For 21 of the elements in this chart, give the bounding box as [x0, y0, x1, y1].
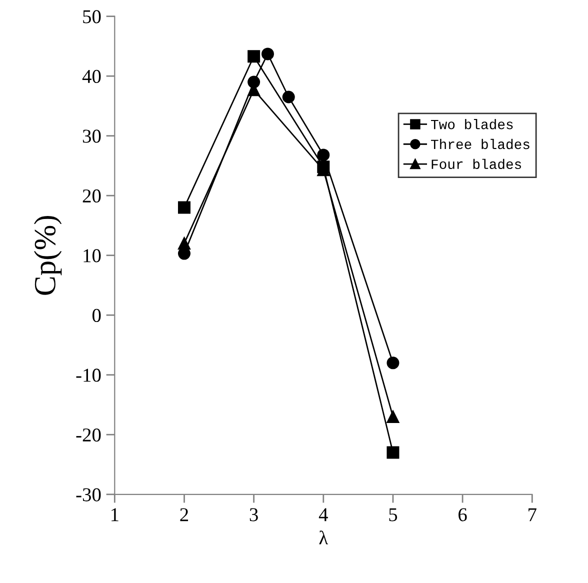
x-tick-label: 3: [250, 508, 258, 522]
y-tick-label: 30: [82, 130, 101, 143]
y-tick-label: 40: [82, 70, 101, 84]
y-tick-label: -30: [76, 488, 101, 502]
y-tick-label: 0: [92, 308, 101, 322]
y-tick-label: 10: [84, 249, 101, 262]
legend-label: Two blades: [431, 119, 513, 130]
x-tick-label: 7: [528, 508, 536, 522]
y-tick-label: 50: [83, 10, 101, 24]
x-tick-label: 5: [389, 508, 398, 522]
y-tick-label: -20: [76, 428, 101, 442]
x-axis-title: λ: [319, 530, 328, 544]
x-tick-label: 6: [458, 508, 467, 522]
legend-label: Three blades: [431, 138, 530, 150]
x-tick-label: 4: [318, 508, 328, 522]
legend-label: Four blades: [432, 158, 522, 170]
y-tick-label: -10: [76, 368, 101, 382]
x-tick-label: 2: [180, 508, 188, 522]
y-axis-title: Cp(%): [34, 216, 62, 295]
x-tick-label: 1: [112, 508, 118, 522]
y-tick-label: 20: [82, 189, 101, 203]
